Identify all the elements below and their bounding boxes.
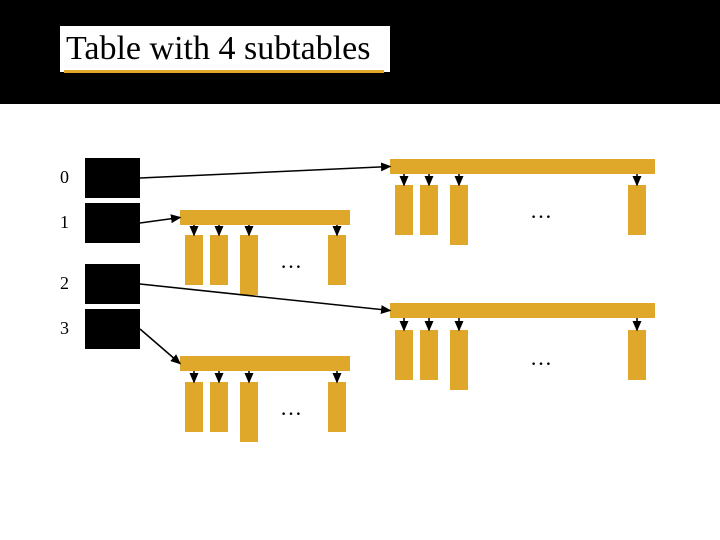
subtable-bucket xyxy=(420,330,438,380)
main-table-index-label: 3 xyxy=(60,318,69,339)
subtable-bucket xyxy=(450,185,468,245)
subtable-bucket xyxy=(210,382,228,432)
arrow-line xyxy=(140,218,180,224)
subtable-header xyxy=(390,303,655,318)
ellipsis-label: … xyxy=(530,198,552,224)
main-table-cell xyxy=(85,158,140,198)
subtable-bucket xyxy=(450,330,468,390)
subtable-bucket xyxy=(185,382,203,432)
ellipsis-label: … xyxy=(280,248,302,274)
subtable-bucket xyxy=(395,185,413,235)
subtable-bucket xyxy=(240,235,258,295)
main-table-cell xyxy=(85,203,140,243)
subtable-bucket xyxy=(240,382,258,442)
subtable-bucket xyxy=(185,235,203,285)
subtable-header xyxy=(180,356,350,371)
diagram-stage: Table with 4 subtables 0 1 2 3 … … … … xyxy=(0,0,720,540)
slide-title: Table with 4 subtables xyxy=(66,30,371,68)
ellipsis-label: … xyxy=(530,345,552,371)
main-table-cell xyxy=(85,309,140,349)
subtable-bucket xyxy=(395,330,413,380)
main-table-index-label: 2 xyxy=(60,273,69,294)
main-table-index-label: 0 xyxy=(60,167,69,188)
arrow-line xyxy=(140,284,390,311)
subtable-bucket xyxy=(628,185,646,235)
subtable-header xyxy=(390,159,655,174)
subtable-bucket xyxy=(328,235,346,285)
main-table-cell xyxy=(85,264,140,304)
arrow-line xyxy=(140,329,180,364)
main-table-index-label: 1 xyxy=(60,212,69,233)
ellipsis-label: … xyxy=(280,395,302,421)
subtable-bucket xyxy=(328,382,346,432)
subtable-bucket xyxy=(628,330,646,380)
subtable-header xyxy=(180,210,350,225)
subtable-bucket xyxy=(420,185,438,235)
subtable-bucket xyxy=(210,235,228,285)
title-underline xyxy=(64,70,384,73)
arrow-line xyxy=(140,167,390,179)
